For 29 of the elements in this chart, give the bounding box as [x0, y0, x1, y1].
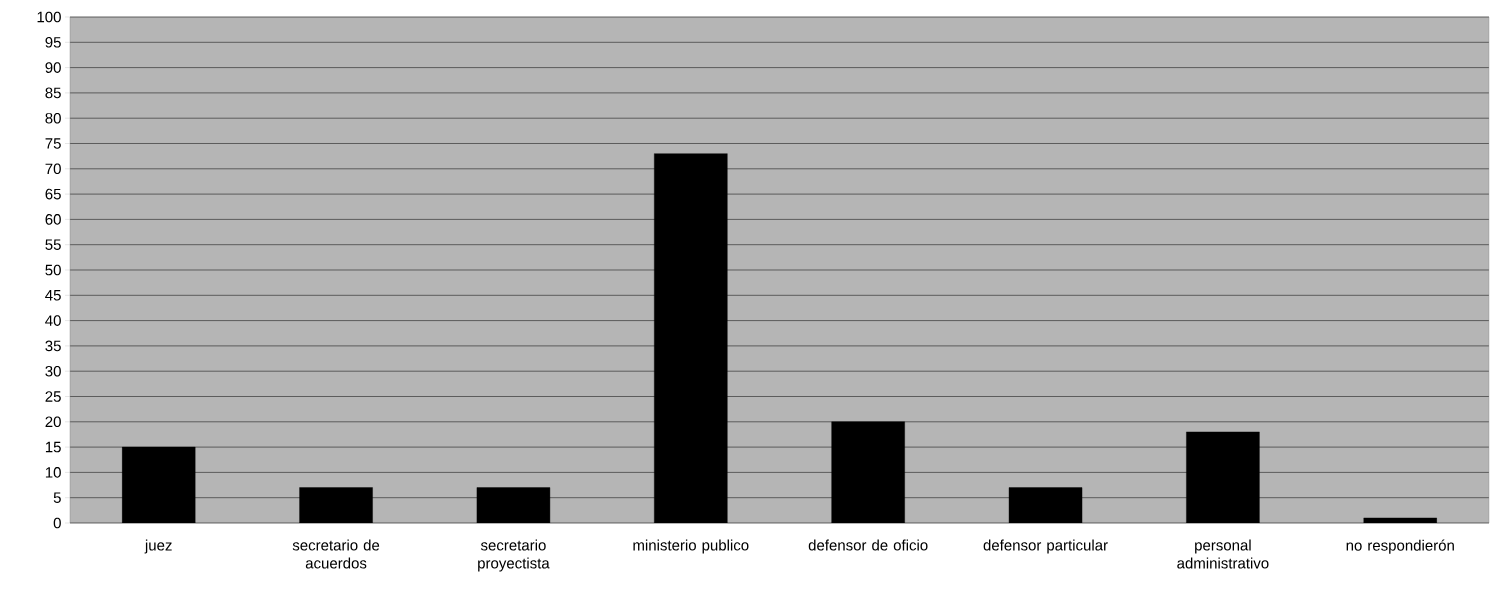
x-tick-label: secretario de acuerdos	[292, 539, 380, 569]
y-tick-label: 40	[45, 315, 61, 326]
y-tick-label: 75	[45, 138, 61, 149]
y-tick-label: 20	[45, 416, 61, 428]
x-tick-label: defensor de oficio	[808, 539, 928, 551]
x-tick-label: defensor particular	[983, 539, 1108, 554]
y-tick-label: 80	[45, 112, 61, 124]
y-tick-label: 35	[45, 340, 61, 352]
y-tick-label: 60	[45, 214, 61, 225]
y-tick-label: 70	[45, 163, 61, 175]
y-tick-label: 55	[45, 239, 61, 250]
y-tick-label: 90	[45, 62, 61, 73]
x-tick-label: no respondierón	[1346, 539, 1454, 554]
x-tick-label: personal administrativo	[1177, 539, 1269, 569]
y-tick-label: 65	[45, 188, 61, 200]
y-tick-label: 30	[45, 365, 61, 377]
y-tick-label: 15	[45, 441, 61, 453]
y-tick-label: 100	[37, 11, 61, 23]
x-tick-label: ministerio publico	[633, 539, 749, 554]
y-tick-label: 95	[45, 36, 61, 48]
x-tick-label: secretario proyectista	[478, 539, 550, 572]
x-tick-label: juez	[144, 539, 172, 554]
y-tick-label: 50	[45, 264, 61, 276]
y-tick-label: 0	[53, 517, 61, 529]
y-tick-label: 85	[45, 87, 61, 99]
y-tick-label: 45	[45, 290, 61, 301]
y-tick-label: 10	[45, 467, 61, 478]
y-tick-label: 5	[53, 492, 61, 503]
y-tick-label: 25	[45, 391, 61, 402]
